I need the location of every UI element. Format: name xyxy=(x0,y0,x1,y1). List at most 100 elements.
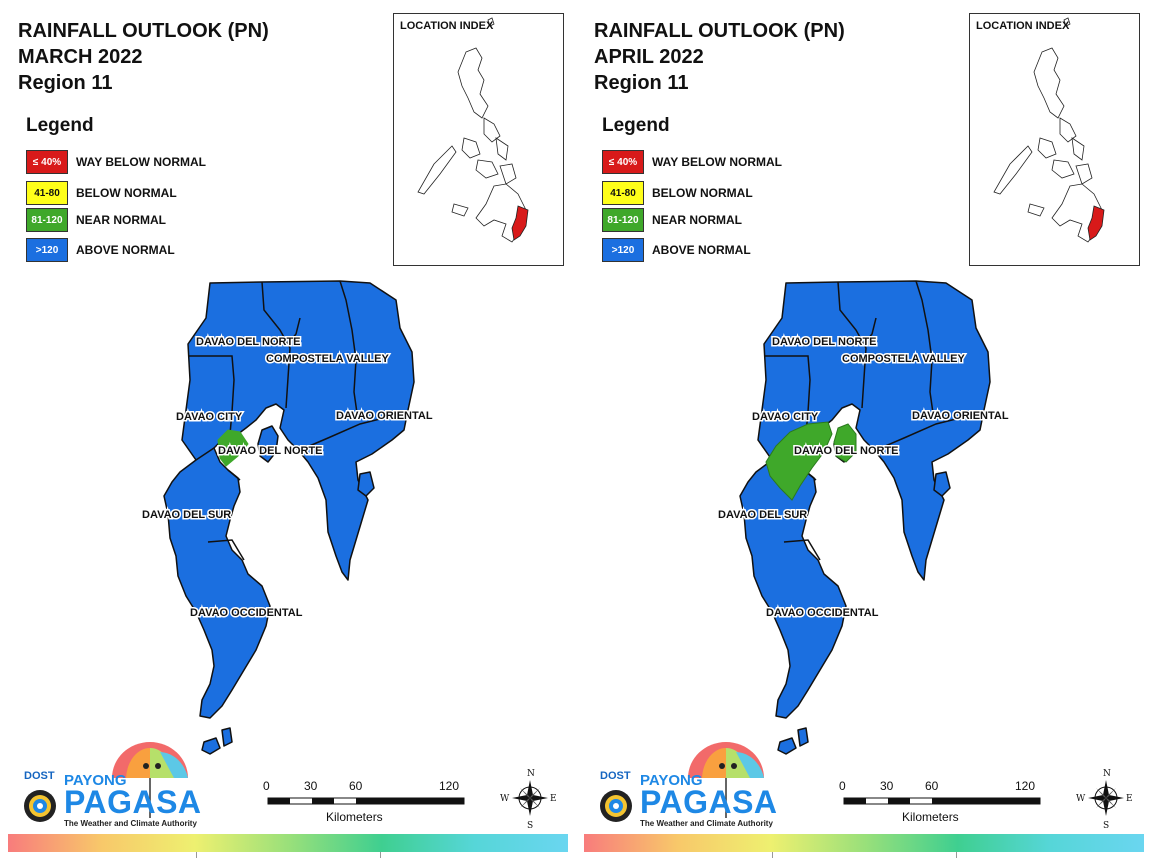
island-samal xyxy=(257,425,279,463)
title-line-3: Region 11 xyxy=(18,72,113,94)
umbrella-logo-icon xyxy=(688,742,764,818)
compass-w: W xyxy=(1076,794,1086,804)
scale-tick-120: 120 xyxy=(439,779,460,793)
compass-rose-icon: N S E W xyxy=(1076,769,1133,831)
philippines-outline xyxy=(993,17,1105,243)
scale-tick-120: 120 xyxy=(1015,779,1036,793)
compass-n: N xyxy=(1103,769,1111,779)
region-11-highlight xyxy=(511,205,529,241)
location-index-map: LOCATION INDEX xyxy=(393,13,564,266)
location-index-title: LOCATION INDEX xyxy=(400,20,494,32)
label-davao-city: DAVAO CITY xyxy=(176,411,243,423)
label-davao-city: DAVAO CITY xyxy=(752,411,819,423)
label-davao-del-sur: DAVAO DEL SUR xyxy=(142,509,231,521)
legend-swatch: 81-120 xyxy=(26,208,68,232)
pagasa-seal-icon xyxy=(24,790,56,822)
region-11-map: DAVAO DEL NORTE COMPOSTELA VALLEY DAVAO … xyxy=(600,280,1133,831)
label-davao-del-norte-mid: DAVAO DEL NORTE xyxy=(218,445,323,457)
title-line-1: RAINFALL OUTLOOK (PN) xyxy=(594,20,845,42)
label-compostela-valley: COMPOSTELA VALLEY xyxy=(266,353,390,365)
title-line-1: RAINFALL OUTLOOK (PN) xyxy=(18,20,269,42)
island-small xyxy=(357,471,375,497)
province-davao-del-sur xyxy=(739,447,847,719)
legend-swatch: 41-80 xyxy=(602,181,644,205)
legend-label: ABOVE NORMAL xyxy=(76,243,175,257)
legend-label: NEAR NORMAL xyxy=(76,213,166,227)
legend-swatch: ≤ 40% xyxy=(602,150,644,174)
footer-tick xyxy=(380,852,381,858)
legend-swatch: 81-120 xyxy=(602,208,644,232)
location-index-title: LOCATION INDEX xyxy=(976,20,1070,32)
title-line-2: MARCH 2022 xyxy=(18,46,143,68)
province-davao-del-sur xyxy=(163,447,271,719)
label-davao-occidental: DAVAO OCCIDENTAL xyxy=(190,607,303,619)
outlook-panel-april: RAINFALL OUTLOOK (PN) APRIL 2022 Region … xyxy=(576,0,1152,864)
footer-tick xyxy=(196,852,197,858)
label-davao-del-norte-top: DAVAO DEL NORTE xyxy=(196,336,301,348)
island-balut xyxy=(201,737,221,755)
outlook-panel-march: RAINFALL OUTLOOK (PN) MARCH 2022 Region … xyxy=(8,13,568,858)
scale-tick-30: 30 xyxy=(880,779,894,793)
philippines-outline xyxy=(417,17,529,243)
compass-e: E xyxy=(550,794,557,804)
label-davao-oriental: DAVAO ORIENTAL xyxy=(336,410,433,422)
legend-label: ABOVE NORMAL xyxy=(652,243,751,257)
legend-swatch: >120 xyxy=(26,238,68,262)
logo-dost: DOST xyxy=(24,770,55,782)
footer-gradient-bar xyxy=(8,834,568,852)
location-index-map: LOCATION INDEX xyxy=(969,13,1140,266)
label-davao-oriental: DAVAO ORIENTAL xyxy=(912,410,1009,422)
footer-tick xyxy=(772,852,773,858)
compass-rose-icon: N S E W xyxy=(500,769,557,831)
region-11-map: DAVAO DEL NORTE COMPOSTELA VALLEY DAVAO … xyxy=(24,280,557,831)
logo-pagasa: PAGASA xyxy=(640,784,778,820)
label-compostela-valley: COMPOSTELA VALLEY xyxy=(842,353,966,365)
legend-title: Legend xyxy=(26,115,94,136)
logo-payong: PAYONG xyxy=(64,772,127,789)
legend-label: WAY BELOW NORMAL xyxy=(652,155,783,169)
near-normal-zone xyxy=(217,429,249,467)
title-line-3: Region 11 xyxy=(594,72,689,94)
compass-s: S xyxy=(527,821,533,831)
pagasa-logo: DOST PAYONG PAGASA The Weather and Clima… xyxy=(594,740,794,835)
legend-title: Legend xyxy=(602,115,670,136)
legend-label: WAY BELOW NORMAL xyxy=(76,155,207,169)
legend-label: BELOW NORMAL xyxy=(652,186,753,200)
scale-tick-60: 60 xyxy=(349,779,363,793)
footer-tick xyxy=(956,852,957,858)
logo-tagline: The Weather and Climate Authority xyxy=(640,819,773,828)
map-title: RAINFALL OUTLOOK (PN) MARCH 2022 Region … xyxy=(18,18,269,96)
island-sarangani xyxy=(221,727,233,747)
island-sarangani xyxy=(797,727,809,747)
scale-tick-60: 60 xyxy=(925,779,939,793)
logo-pagasa: PAGASA xyxy=(64,784,202,820)
legend-swatch: ≤ 40% xyxy=(26,150,68,174)
region-11-highlight xyxy=(1087,205,1105,241)
near-normal-zone-large xyxy=(765,421,857,501)
pagasa-logo: DOST PAYONG PAGASA The Weather and Clima… xyxy=(18,740,218,835)
pagasa-seal-icon xyxy=(600,790,632,822)
scale-unit: Kilometers xyxy=(326,810,383,824)
scale-bar xyxy=(267,797,465,805)
scale-tick-0: 0 xyxy=(839,779,846,793)
scale-tick-0: 0 xyxy=(263,779,270,793)
legend-swatch: 41-80 xyxy=(26,181,68,205)
logo-tagline: The Weather and Climate Authority xyxy=(64,819,197,828)
legend-swatch: >120 xyxy=(602,238,644,262)
umbrella-logo-icon xyxy=(112,742,188,818)
footer-gradient-bar xyxy=(584,834,1144,852)
compass-e: E xyxy=(1126,794,1133,804)
compass-n: N xyxy=(527,769,535,779)
label-davao-del-norte-top: DAVAO DEL NORTE xyxy=(772,336,877,348)
island-small xyxy=(933,471,951,497)
logo-dost: DOST xyxy=(600,770,631,782)
compass-w: W xyxy=(500,794,510,804)
label-davao-occidental: DAVAO OCCIDENTAL xyxy=(766,607,879,619)
legend-label: BELOW NORMAL xyxy=(76,186,177,200)
scale-unit: Kilometers xyxy=(902,810,959,824)
logo-payong: PAYONG xyxy=(640,772,703,789)
title-line-2: APRIL 2022 xyxy=(594,46,704,68)
label-davao-del-sur: DAVAO DEL SUR xyxy=(718,509,807,521)
label-davao-del-norte-mid: DAVAO DEL NORTE xyxy=(794,445,899,457)
scale-bar xyxy=(843,797,1041,805)
